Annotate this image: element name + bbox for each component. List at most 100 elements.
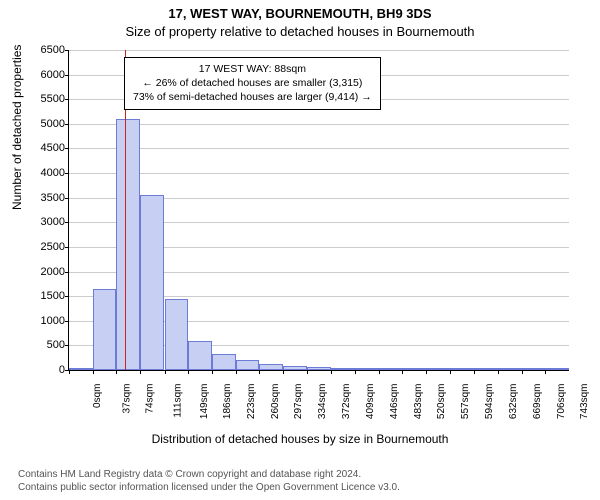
xtick-mark (140, 370, 141, 374)
xtick-label: 632sqm (508, 384, 519, 420)
ytick-mark (65, 173, 69, 174)
ytick-mark (65, 296, 69, 297)
xtick-mark (283, 370, 284, 374)
xtick-label: 483sqm (413, 384, 424, 420)
xtick-label: 409sqm (365, 384, 376, 420)
xtick-label: 669sqm (532, 384, 543, 420)
xtick-label: 149sqm (199, 384, 210, 420)
xtick-label: 706sqm (556, 384, 567, 420)
histogram-bar (283, 366, 307, 370)
ytick-label: 1000 (25, 315, 65, 327)
ytick-label: 1500 (25, 290, 65, 302)
histogram-bar (355, 368, 379, 370)
xtick-mark (474, 370, 475, 374)
histogram-bar (259, 364, 283, 370)
title-line-1: 17, WEST WAY, BOURNEMOUTH, BH9 3DS (0, 6, 600, 21)
ytick-mark (65, 50, 69, 51)
xtick-mark (93, 370, 94, 374)
y-axis-label: Number of detached properties (10, 45, 24, 210)
gridline (69, 124, 569, 125)
xtick-mark (545, 370, 546, 374)
xtick-label: 74sqm (145, 384, 156, 414)
footer-attribution: Contains HM Land Registry data © Crown c… (18, 468, 400, 494)
footer-line-1: Contains HM Land Registry data © Crown c… (18, 468, 400, 481)
xtick-mark (236, 370, 237, 374)
ytick-mark (65, 124, 69, 125)
xtick-label: 111sqm (173, 384, 184, 418)
info-box-line-1: 17 WEST WAY: 88sqm (133, 62, 372, 76)
ytick-mark (65, 345, 69, 346)
xtick-label: 557sqm (460, 384, 471, 420)
histogram-bar (331, 368, 355, 370)
gridline (69, 173, 569, 174)
xtick-mark (379, 370, 380, 374)
ytick-mark (65, 75, 69, 76)
xtick-mark (498, 370, 499, 374)
ytick-label: 4000 (25, 167, 65, 179)
xtick-mark (212, 370, 213, 374)
xtick-mark (165, 370, 166, 374)
histogram-bar (165, 299, 189, 370)
ytick-label: 5500 (25, 93, 65, 105)
histogram-bar (188, 341, 212, 370)
ytick-label: 2500 (25, 241, 65, 253)
ytick-label: 6500 (25, 44, 65, 56)
ytick-label: 6000 (25, 69, 65, 81)
info-box-line-3: 73% of semi-detached houses are larger (… (133, 90, 372, 104)
histogram-bar (116, 119, 140, 370)
histogram-bar (236, 360, 260, 370)
ytick-mark (65, 247, 69, 248)
xtick-mark (522, 370, 523, 374)
ytick-mark (65, 148, 69, 149)
xtick-label: 223sqm (246, 384, 257, 420)
xtick-label: 297sqm (293, 384, 304, 420)
histogram-bar (93, 289, 117, 370)
histogram-bar (426, 368, 450, 370)
ytick-label: 2000 (25, 266, 65, 278)
xtick-label: 37sqm (121, 384, 132, 414)
xtick-mark (355, 370, 356, 374)
xtick-label: 334sqm (317, 384, 328, 420)
histogram-bar (450, 368, 474, 370)
xtick-mark (259, 370, 260, 374)
footer-line-2: Contains public sector information licen… (18, 481, 400, 494)
ytick-label: 5000 (25, 118, 65, 130)
xtick-mark (116, 370, 117, 374)
title-line-2: Size of property relative to detached ho… (0, 24, 600, 39)
ytick-mark (65, 321, 69, 322)
xtick-label: 372sqm (342, 384, 353, 420)
histogram-bar (498, 368, 522, 370)
histogram-bar (140, 195, 164, 370)
plot-area: 0500100015002000250030003500400045005000… (68, 50, 569, 371)
ytick-mark (65, 198, 69, 199)
xtick-label: 743sqm (579, 384, 590, 420)
histogram-bar (307, 367, 331, 370)
xtick-label: 520sqm (436, 384, 447, 420)
xtick-mark (426, 370, 427, 374)
histogram-bar (379, 368, 403, 370)
ytick-label: 3500 (25, 192, 65, 204)
ytick-label: 4500 (25, 142, 65, 154)
x-axis-label: Distribution of detached houses by size … (0, 432, 600, 446)
ytick-label: 3000 (25, 216, 65, 228)
ytick-label: 500 (25, 339, 65, 351)
gridline (69, 50, 569, 51)
ytick-mark (65, 272, 69, 273)
histogram-bar (212, 354, 236, 370)
ytick-label: 0 (25, 364, 65, 376)
gridline (69, 148, 569, 149)
chart-container: 17, WEST WAY, BOURNEMOUTH, BH9 3DS Size … (0, 0, 600, 500)
xtick-mark (450, 370, 451, 374)
xtick-mark (307, 370, 308, 374)
histogram-bar (474, 368, 498, 370)
xtick-mark (331, 370, 332, 374)
xtick-label: 594sqm (484, 384, 495, 420)
xtick-mark (69, 370, 70, 374)
xtick-mark (188, 370, 189, 374)
ytick-mark (65, 222, 69, 223)
xtick-label: 446sqm (389, 384, 400, 420)
histogram-bar (545, 368, 569, 370)
histogram-bar (402, 368, 426, 370)
histogram-bar (69, 368, 93, 370)
xtick-label: 186sqm (222, 384, 233, 420)
